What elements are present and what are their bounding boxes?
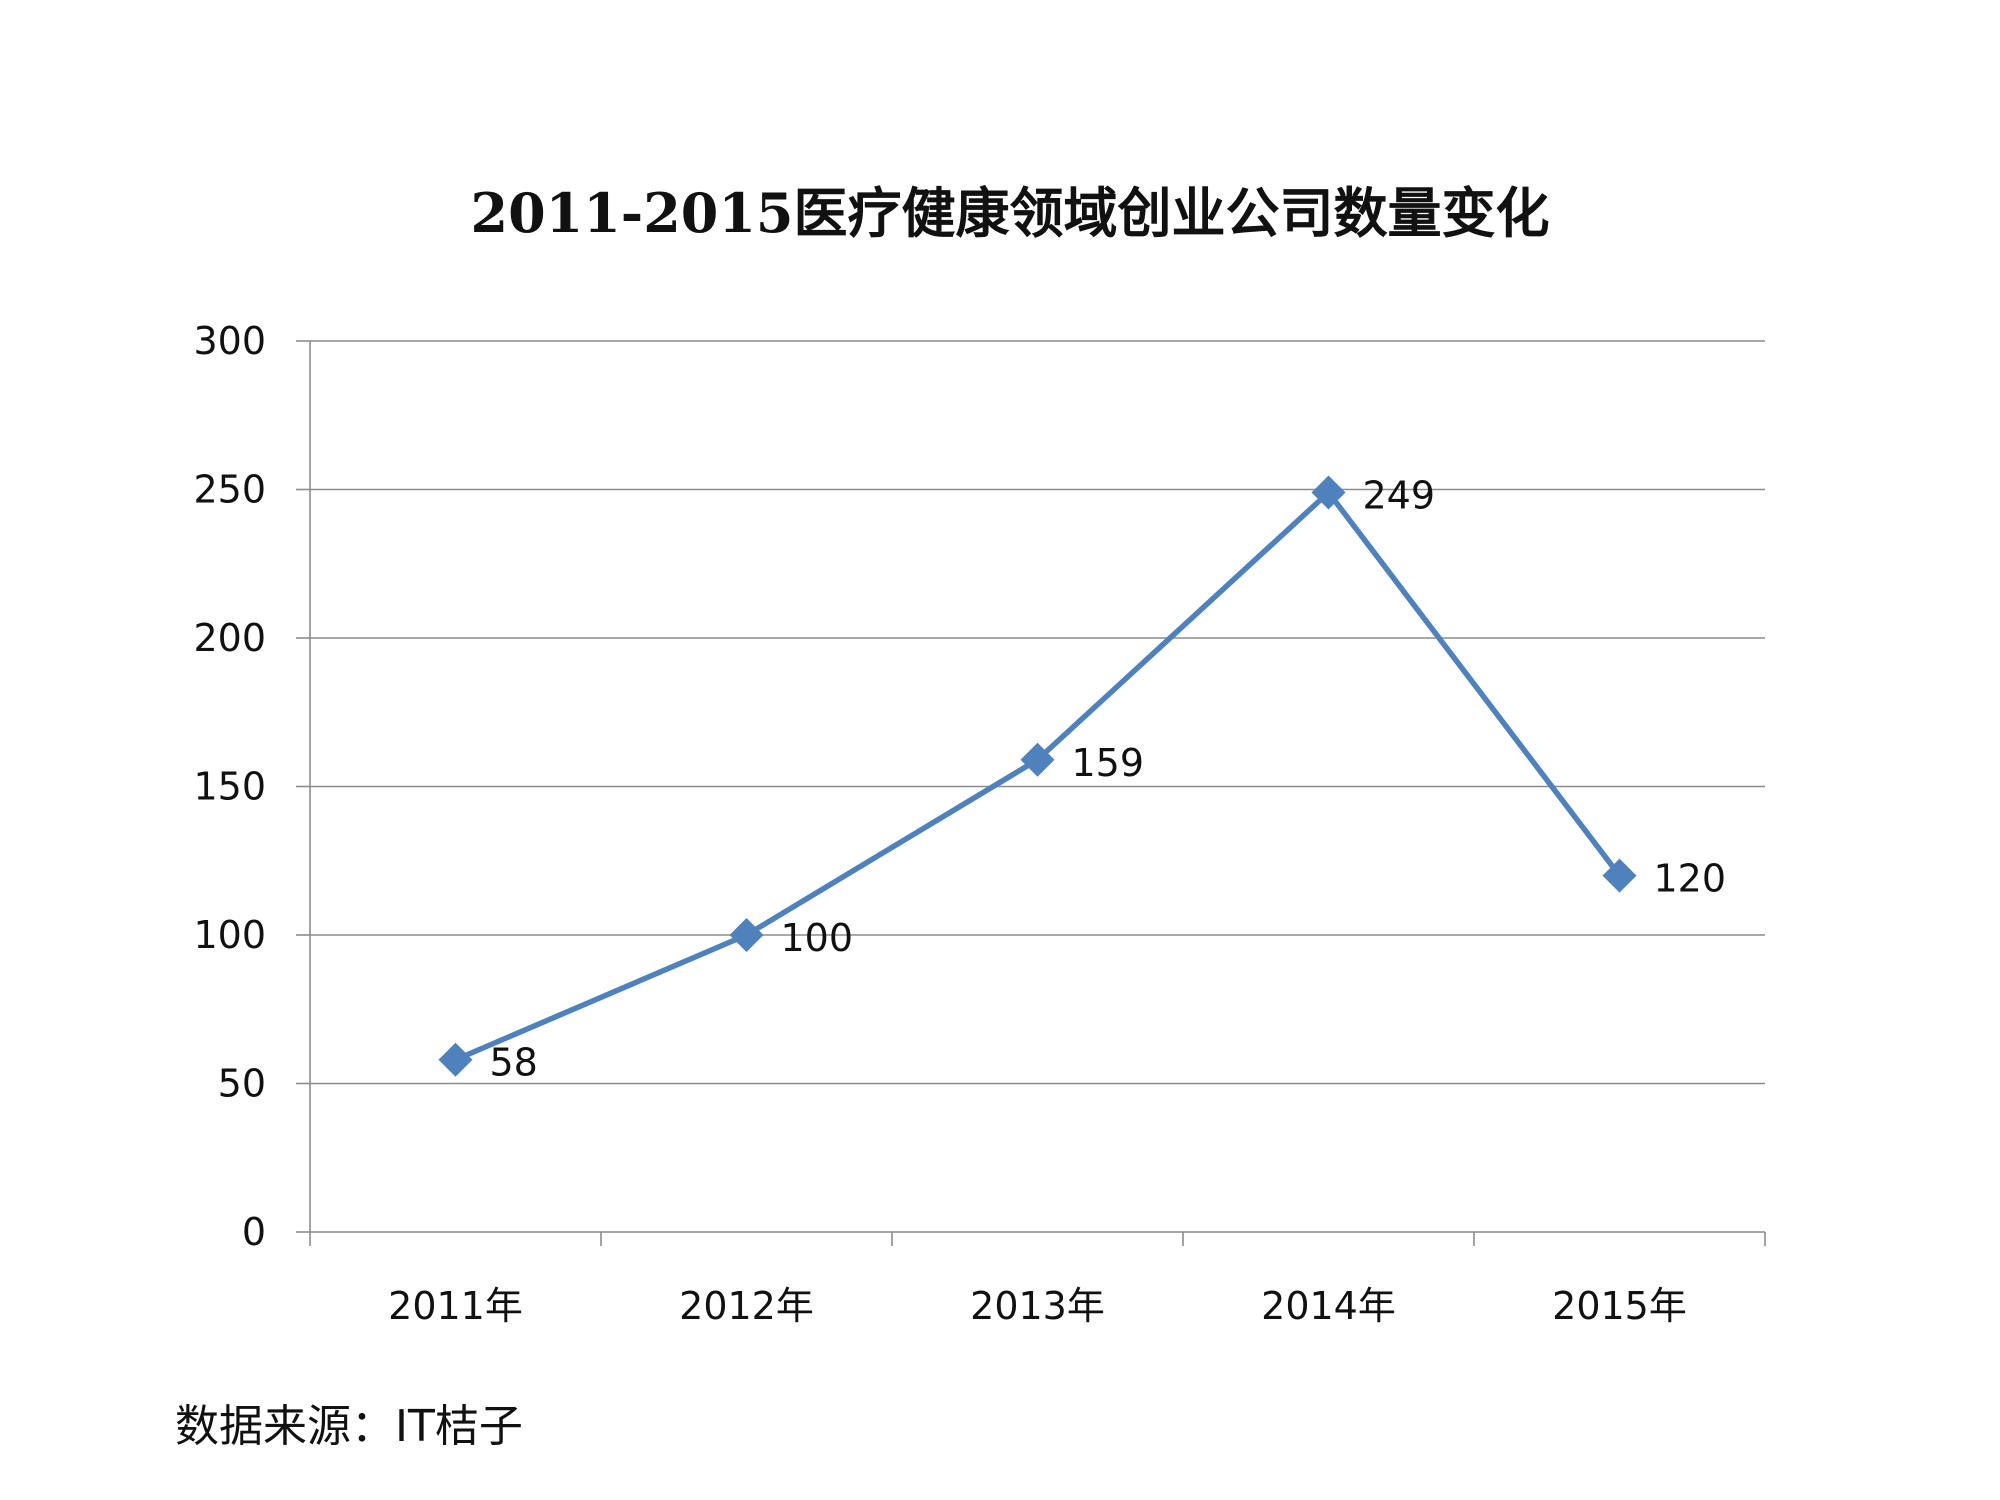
x-tick-label-3: 2014年	[1261, 1284, 1396, 1328]
data-point-0	[438, 1042, 473, 1077]
y-tick-label-300: 300	[193, 319, 266, 363]
data-point-2	[1020, 742, 1055, 777]
y-tick-label-150: 150	[193, 765, 266, 809]
data-label-0: 58	[490, 1041, 538, 1085]
source-note: 数据来源：IT桔子	[175, 1401, 523, 1452]
data-point-4	[1602, 858, 1637, 893]
axes	[296, 340, 1766, 1246]
data-labels: 58 100 159 249 120	[490, 473, 1727, 1084]
data-label-1: 100	[781, 916, 854, 960]
data-point-1	[729, 918, 764, 952]
data-label-2: 159	[1072, 741, 1145, 785]
x-tick-label-0: 2011年	[388, 1284, 523, 1328]
data-point-3	[1311, 475, 1346, 510]
x-tick-label-4: 2015年	[1552, 1284, 1687, 1328]
y-tick-label-100: 100	[193, 913, 266, 957]
data-label-4: 120	[1654, 857, 1727, 901]
y-tick-label-50: 50	[218, 1062, 266, 1106]
series-markers	[438, 475, 1637, 1077]
y-tick-label-200: 200	[193, 616, 266, 660]
y-tick-label-250: 250	[193, 468, 266, 512]
chart-title: 2011-2015医疗健康领域创业公司数量变化	[471, 181, 1550, 245]
x-tick-label-1: 2012年	[679, 1284, 814, 1328]
x-tick-label-2: 2013年	[970, 1284, 1105, 1328]
x-tick-labels: 2011年 2012年 2013年 2014年 2015年	[388, 1284, 1687, 1328]
data-label-3: 249	[1363, 473, 1436, 517]
y-tick-label-0: 0	[242, 1210, 266, 1254]
y-tick-labels: 0 50 100 150 200 250 300	[193, 319, 266, 1254]
gridlines	[310, 340, 1765, 1085]
